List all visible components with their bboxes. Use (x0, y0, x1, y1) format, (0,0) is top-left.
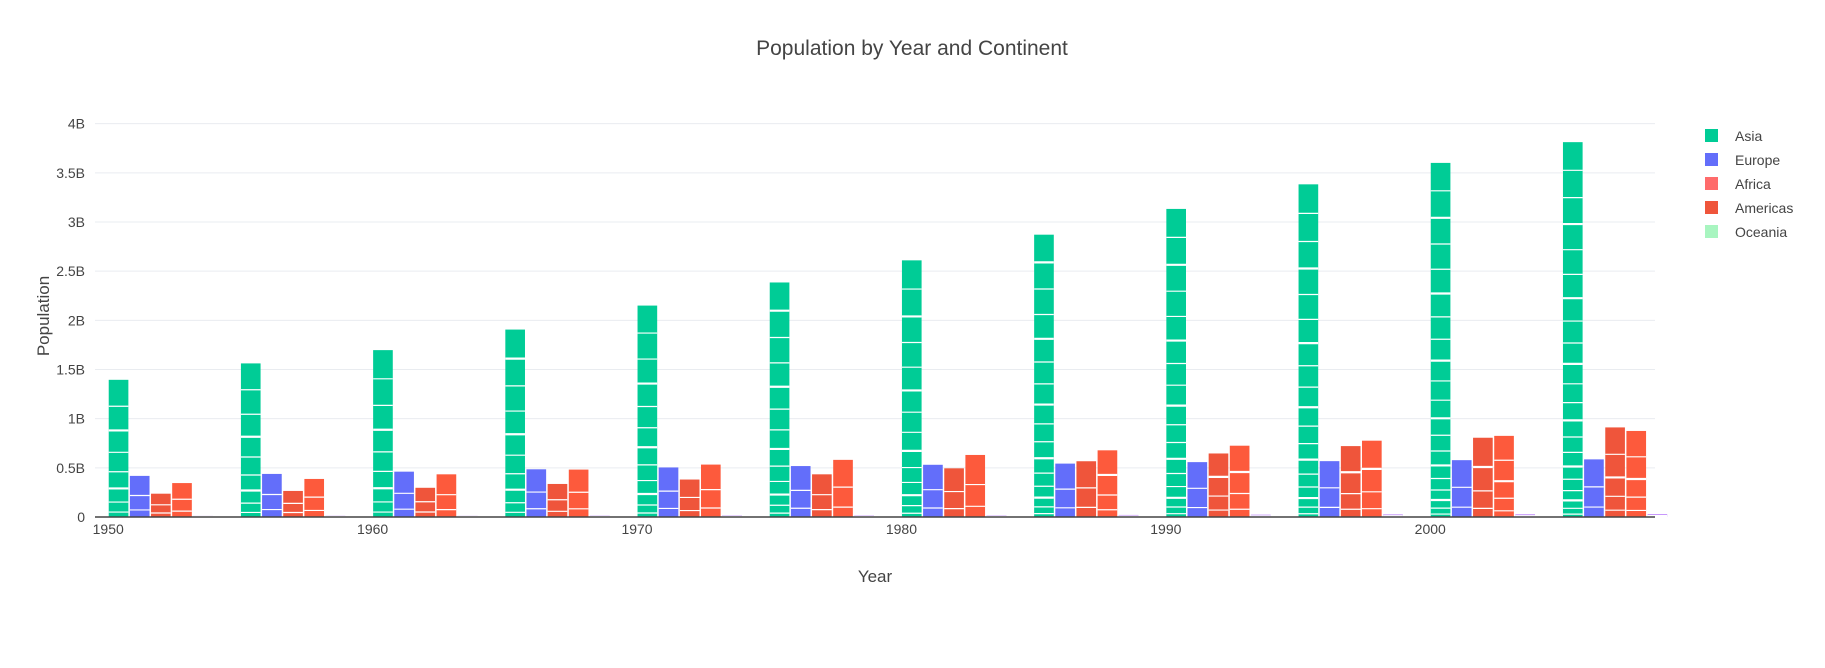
legend-swatch (1705, 201, 1718, 214)
legend-label: Europe (1735, 152, 1780, 168)
x-axis-title: Year (858, 567, 893, 586)
bar-asia-2007[interactable] (1562, 142, 1583, 518)
bar-europe-1977[interactable] (790, 466, 811, 517)
bar-asia-1987[interactable] (1034, 234, 1054, 517)
bar-asia-2002[interactable] (1430, 162, 1451, 517)
bar-asia-1962[interactable] (373, 350, 393, 517)
legend-item-europe[interactable]: Europe (1705, 152, 1780, 168)
bar-americas-1962[interactable] (436, 474, 457, 517)
bar-asia-1957[interactable] (240, 363, 261, 517)
y-tick-label: 1B (68, 411, 85, 427)
bar-africa-1992[interactable] (1208, 453, 1229, 517)
bar-europe-1987[interactable] (1055, 463, 1075, 517)
x-tick-label: 1980 (886, 521, 917, 537)
legend-item-africa[interactable]: Africa (1705, 176, 1771, 192)
legend-label: Africa (1735, 176, 1771, 192)
y-tick-label: 2.5B (56, 263, 85, 279)
bar-americas-2007[interactable] (1626, 430, 1647, 517)
bar-europe-1992[interactable] (1187, 462, 1208, 517)
legend-item-americas[interactable]: Americas (1705, 200, 1793, 216)
bar-europe-1997[interactable] (1319, 461, 1340, 517)
bar-asia-1972[interactable] (637, 305, 658, 517)
bar-europe-1972[interactable] (658, 467, 679, 517)
y-tick-label: 0 (77, 509, 85, 525)
bar-africa-1987[interactable] (1076, 461, 1097, 517)
bar-americas-1982[interactable] (965, 454, 986, 517)
y-tick-label: 4B (68, 116, 85, 132)
grid-lines (95, 123, 1655, 469)
bar-europe-2007[interactable] (1584, 459, 1604, 517)
bar-africa-2002[interactable] (1473, 437, 1493, 517)
chart-title: Population by Year and Continent (756, 37, 1068, 60)
legend-swatch (1705, 177, 1718, 190)
bar-asia-1952[interactable] (108, 379, 129, 517)
x-tick-label: 1960 (357, 521, 388, 537)
bar-asia-1967[interactable] (505, 329, 525, 517)
bar-americas-1952[interactable] (172, 483, 192, 517)
bar-americas-1957[interactable] (304, 478, 325, 517)
y-tick-label: 2B (68, 312, 85, 328)
bar-europe-1957[interactable] (262, 473, 282, 517)
bar-europe-1967[interactable] (526, 469, 547, 517)
legend-label: Oceania (1735, 224, 1787, 240)
x-tick-label: 1970 (621, 521, 652, 537)
legend-swatch (1705, 153, 1718, 166)
bar-europe-1982[interactable] (923, 464, 943, 517)
y-tick-label: 3B (68, 214, 85, 230)
bars (108, 142, 1668, 518)
bar-americas-1967[interactable] (568, 469, 589, 517)
bar-africa-1982[interactable] (944, 468, 964, 517)
bar-americas-2002[interactable] (1494, 435, 1514, 517)
legend-swatch (1705, 225, 1718, 238)
y-tick-label: 3.5B (56, 165, 85, 181)
bar-americas-1997[interactable] (1362, 440, 1382, 517)
legend-swatch (1705, 129, 1718, 142)
legend-label: Americas (1735, 200, 1793, 216)
x-tick-label: 2000 (1415, 521, 1446, 537)
x-tick-label: 1990 (1150, 521, 1181, 537)
bar-africa-1962[interactable] (415, 487, 436, 517)
bar-americas-1992[interactable] (1229, 445, 1250, 517)
bar-europe-2002[interactable] (1451, 460, 1472, 517)
x-tick-label: 1950 (93, 521, 124, 537)
bar-africa-1972[interactable] (679, 479, 700, 517)
bar-americas-1987[interactable] (1097, 450, 1118, 517)
axes: 0 0.5B 1B 1.5B 2B 2.5B 3B 3.5B 4B 1950 1960 1970 198… (56, 116, 1655, 537)
bar-africa-2007[interactable] (1605, 427, 1625, 517)
bar-asia-1977[interactable] (769, 282, 790, 517)
bar-americas-1972[interactable] (700, 464, 721, 517)
legend-label: Asia (1735, 128, 1762, 144)
y-axis-title: Population (34, 276, 53, 356)
legend: Asia Europe Africa Americas Oceania (1705, 128, 1793, 240)
y-tick-label: 0.5B (56, 460, 85, 476)
y-tick-label: 1.5B (56, 362, 85, 378)
bar-asia-1982[interactable] (901, 260, 922, 517)
bar-americas-1977[interactable] (833, 459, 853, 517)
bar-africa-1977[interactable] (812, 474, 832, 517)
legend-item-asia[interactable]: Asia (1705, 128, 1762, 144)
legend-item-oceania[interactable]: Oceania (1705, 224, 1787, 240)
bar-africa-1997[interactable] (1340, 446, 1361, 517)
bar-europe-1952[interactable] (129, 475, 150, 517)
bar-asia-1997[interactable] (1298, 184, 1319, 518)
bar-africa-1967[interactable] (547, 483, 568, 517)
bar-europe-1962[interactable] (394, 471, 414, 517)
